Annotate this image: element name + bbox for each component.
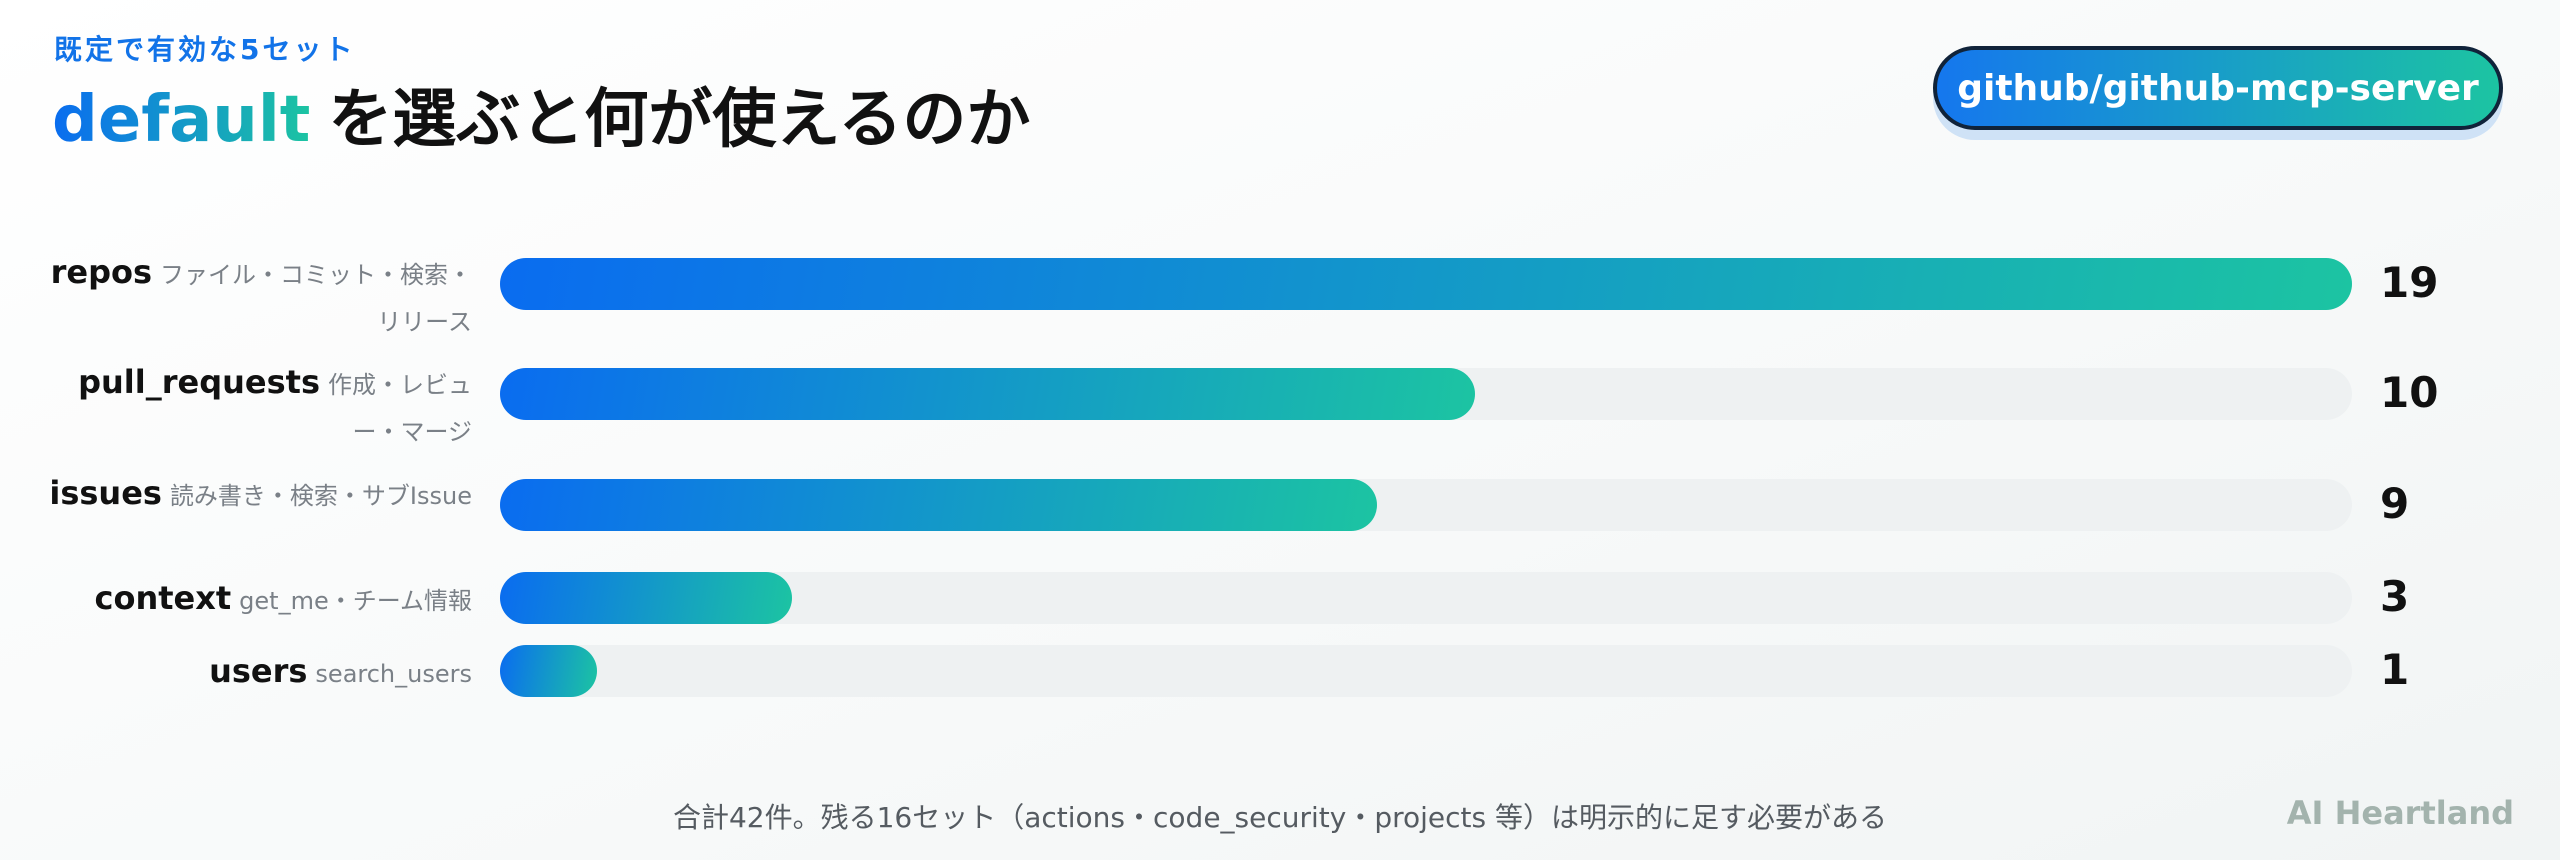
category-description: search_users xyxy=(315,660,472,688)
category-name: issues xyxy=(49,474,162,512)
row-label: context get_me・チーム情報 xyxy=(42,576,472,626)
repo-badge: github/github-mcp-server xyxy=(1933,46,2503,130)
category-name: context xyxy=(94,579,232,617)
bar xyxy=(500,479,1378,531)
row-label: issues 読み書き・検索・サブIssue xyxy=(42,471,472,521)
footnote: 合計42件。残る16セット（actions・code_security・proj… xyxy=(672,801,1888,834)
row-label: repos ファイル・コミット・検索・リリース xyxy=(42,250,472,347)
value-label: 19 xyxy=(2380,258,2439,307)
bar xyxy=(500,645,598,697)
category-name: users xyxy=(209,652,308,690)
category-name: pull_requests xyxy=(78,363,320,401)
title-keyword: default xyxy=(52,83,311,157)
row-label: users search_users xyxy=(42,649,472,699)
bar-track xyxy=(500,572,2352,624)
value-label: 10 xyxy=(2380,368,2439,417)
brand: AI Heartland xyxy=(2286,794,2514,832)
value-label: 9 xyxy=(2380,479,2410,528)
category-description: get_me・チーム情報 xyxy=(239,587,472,615)
bar xyxy=(500,368,1475,420)
category-name: repos xyxy=(50,253,152,291)
bar xyxy=(500,258,2352,310)
bar-track xyxy=(500,645,2352,697)
category-description: 作成・レビュー・マージ xyxy=(328,371,472,446)
category-description: 読み書き・検索・サブIssue xyxy=(169,482,472,510)
subtitle: 既定で有効な5セット xyxy=(54,33,356,66)
category-description: ファイル・コミット・検索・リリース xyxy=(160,261,472,336)
value-label: 1 xyxy=(2380,645,2410,694)
bar xyxy=(500,572,793,624)
value-label: 3 xyxy=(2380,572,2410,621)
title: default を選ぶと何が使えるのか xyxy=(52,68,1030,160)
title-text: を選ぶと何が使えるのか xyxy=(328,83,1031,157)
row-label: pull_requests 作成・レビュー・マージ xyxy=(42,360,472,457)
